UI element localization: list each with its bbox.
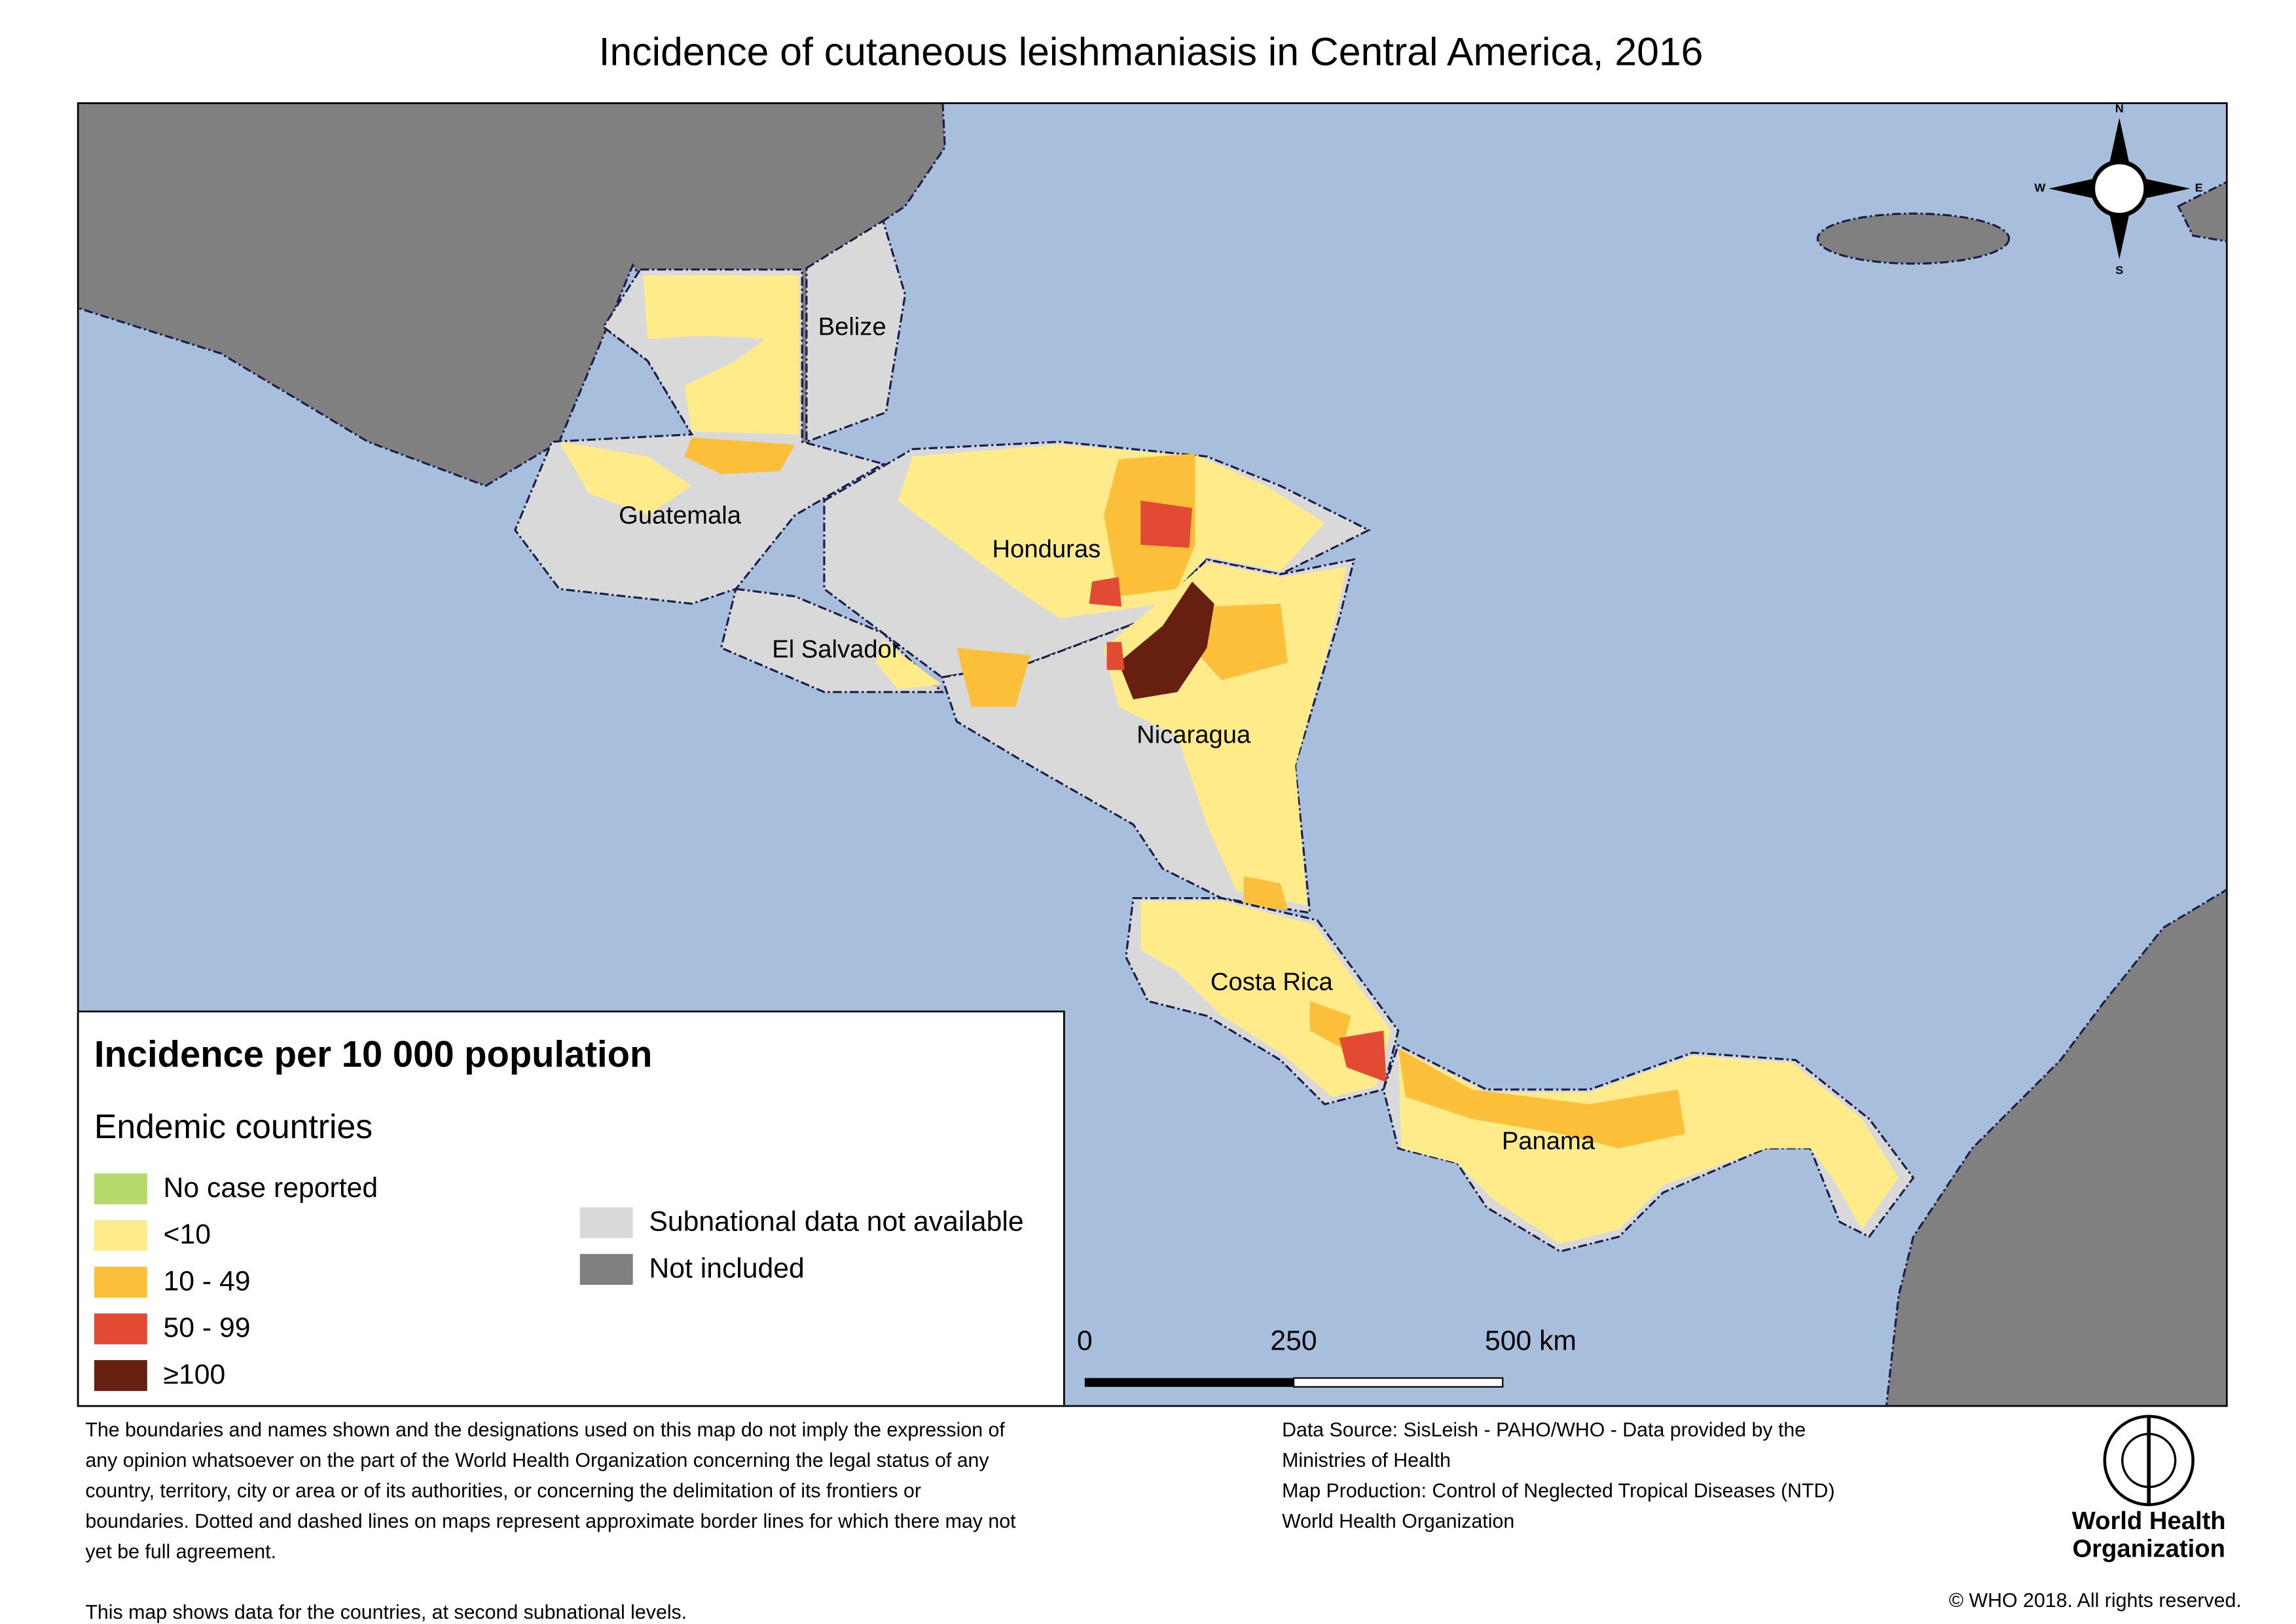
title: Incidence of cutaneous leishmaniasis in … [599,29,1704,73]
region [684,437,795,475]
legend-title: Incidence per 10 000 population [94,1033,652,1075]
compass-arrow [2109,118,2130,165]
legend-swatch [94,1220,147,1251]
region [643,275,799,435]
country-label: Honduras [993,535,1101,563]
source-line: Ministries of Health [1282,1450,1451,1471]
legend-label: Subnational data not available [649,1206,1023,1238]
region [1106,642,1125,671]
disclaimer-line: country, territory, city or area or of i… [85,1480,921,1502]
compass-w: W [2034,181,2045,194]
disclaimer-line: boundaries. Dotted and dashed lines on m… [85,1511,1016,1532]
logo-text: Organization [2072,1535,2225,1563]
south-america [1885,888,2227,1407]
compass-n: N [2115,101,2124,115]
source-line: World Health Organization [1282,1511,1514,1532]
compass-ring [2090,160,2149,217]
legend-label: ≥100 [164,1359,226,1390]
source-line: Map Production: Control of Neglected Tro… [1282,1480,1834,1502]
legend-swatch [94,1266,147,1298]
country-label: Belize [818,313,886,341]
disclaimer: The boundaries and names shown and the d… [85,1419,1016,1562]
compass: N S E W [2034,101,2202,276]
who-logo: World Health Organization [2072,1414,2226,1563]
disclaimer-line: any opinion whatsoever on the part of th… [85,1450,989,1471]
compass-arrow [2109,212,2130,259]
legend-items: No case reported <10 10 - 49 50 - 99 ≥100 Sub… [94,1172,1024,1392]
region [875,640,942,690]
legend-label: Not included [649,1253,804,1284]
region [1398,1048,1686,1149]
region [957,648,1030,707]
legend-label: 50 - 99 [164,1312,251,1344]
region [1140,901,1391,1098]
country-label: Guatemala [619,501,742,529]
logo-text: World Health [2072,1507,2226,1535]
footnote: This map shows data for the countries, a… [85,1602,687,1623]
scale-label: 0 [1077,1325,1093,1357]
copyright: © WHO 2018. All rights reserved. [1949,1590,2242,1612]
data-source: Data Source: SisLeish - PAHO/WHO - Data … [1282,1419,1834,1532]
region [1192,603,1288,680]
scale-label: 500 km [1485,1325,1576,1357]
disclaimer-line: yet be full agreement. [85,1541,276,1562]
map-border [77,102,2228,1407]
legend-label: No case reported [164,1172,378,1204]
scale-segment [1084,1378,1294,1387]
region [1118,581,1214,700]
compass-arrow [2049,178,2096,199]
legend-swatch [579,1253,633,1285]
region [1140,500,1192,548]
hispaniola [2177,181,2227,243]
legend-label: <10 [164,1219,211,1250]
scale-bar: 0 250 500 km [1077,1325,1576,1388]
source-line: Data Source: SisLeish - PAHO/WHO - Data … [1282,1419,1806,1441]
scale-segment [1292,1377,1504,1388]
legend-swatch [579,1207,633,1238]
legend-box [77,1010,1065,1407]
country-label: El Salvador [772,635,900,663]
disclaimer-line: The boundaries and names shown and the d… [85,1419,1005,1441]
legend-swatch [94,1173,147,1205]
scale-label: 250 [1270,1325,1317,1357]
region [1339,1030,1387,1082]
compass-arrow [2143,178,2191,199]
legend-swatch [94,1313,147,1344]
jamaica [1816,212,2011,265]
region [1309,1001,1351,1048]
country-label: Nicaragua [1137,720,1251,748]
map-frame: Belize Guatemala Honduras El Salvador Ni… [77,101,2228,1407]
legend: Incidence per 10 000 population Endemic … [77,1010,1065,1407]
region [559,441,692,516]
legend-label: 10 - 49 [164,1265,251,1297]
footer: The boundaries and names shown and the d… [85,1414,2242,1623]
country-label: Panama [1502,1127,1595,1155]
legend-subtitle: Endemic countries [94,1107,373,1145]
region [1089,577,1122,607]
legend-swatch [94,1359,147,1392]
compass-e: E [2195,181,2203,194]
belize [805,219,907,443]
region [1243,876,1288,910]
country-label: Costa Rica [1211,968,1334,996]
compass-s: S [2115,264,2123,277]
